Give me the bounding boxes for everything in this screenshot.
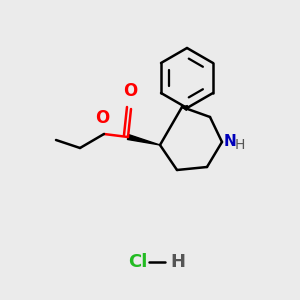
Polygon shape — [182, 106, 188, 110]
Text: O: O — [123, 82, 137, 100]
Text: H: H — [235, 138, 245, 152]
Text: H: H — [170, 253, 185, 271]
Text: N: N — [224, 134, 237, 149]
Polygon shape — [128, 135, 160, 145]
Text: Cl: Cl — [128, 253, 148, 271]
Text: O: O — [95, 109, 109, 127]
